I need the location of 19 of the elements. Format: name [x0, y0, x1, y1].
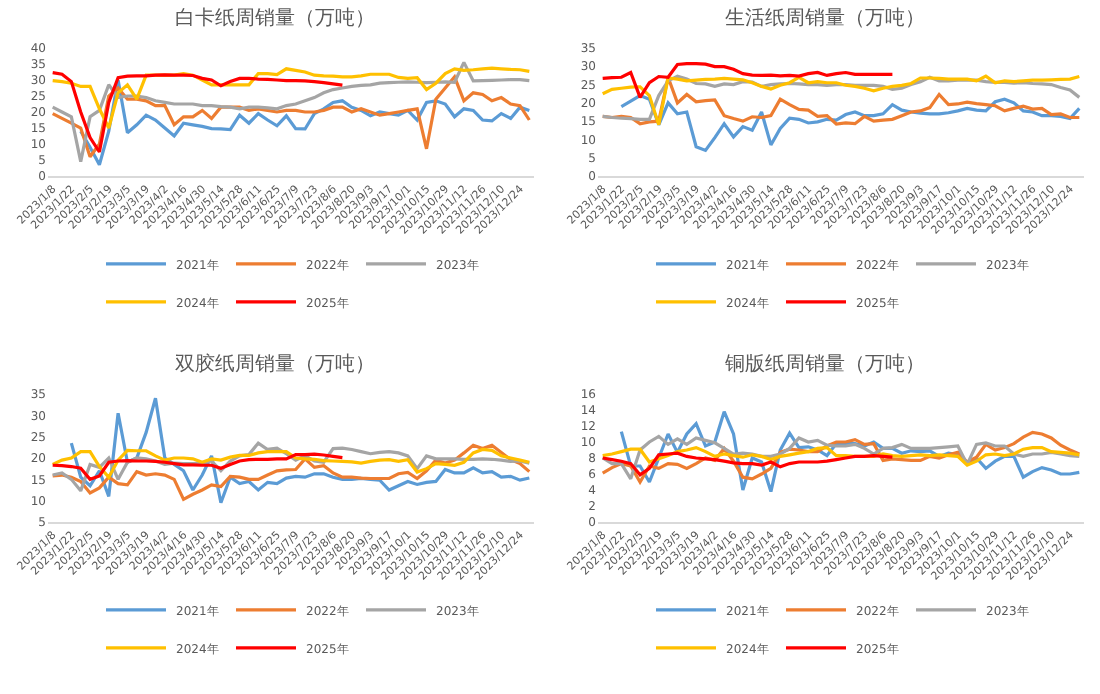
chart-title: 铜版纸周销量（万吨）: [723, 352, 925, 377]
chart-title: 生活纸周销量（万吨）: [725, 6, 925, 31]
line-series: [51, 447, 531, 479]
line-series: [619, 93, 1081, 152]
line-series: [79, 78, 531, 167]
line-series: [51, 71, 344, 154]
line-series: [69, 396, 531, 505]
line-series: [601, 62, 894, 99]
line-series: [51, 443, 531, 501]
line-series: [601, 451, 894, 477]
chart-title: 双胶纸周销量（万吨）: [175, 352, 375, 377]
line-series: [51, 441, 531, 493]
chart-title: 白卡纸周销量（万吨）: [175, 6, 375, 31]
line-series: [619, 410, 1081, 494]
line-series: [601, 446, 1081, 467]
line-series: [51, 66, 531, 130]
line-series: [51, 452, 344, 481]
line-series: [51, 75, 531, 159]
line-series: [51, 60, 531, 164]
